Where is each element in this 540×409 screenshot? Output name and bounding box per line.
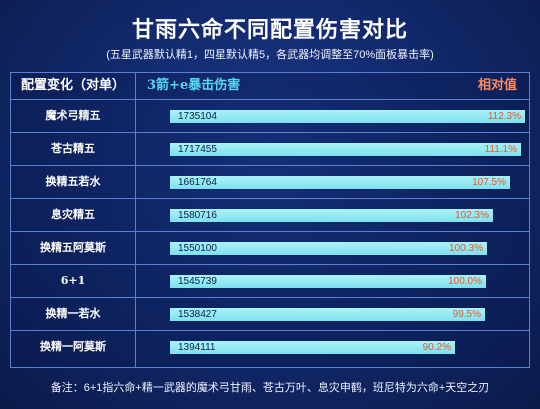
header-damage: 3箭+e暴击伤害 (147, 78, 241, 93)
damage-bar: 1550100 100.3% (170, 242, 487, 255)
table-row: 换精五阿莫斯 1550100 100.3% (11, 232, 529, 265)
chart-title: 甘雨六命不同配置伤害对比 (131, 17, 408, 42)
header-relative: 相对值 (477, 78, 517, 93)
row-label: 魔术弓精五 (45, 109, 101, 122)
header-config: 配置变化（对单） (20, 78, 125, 93)
damage-value: 1394111 (178, 342, 216, 353)
damage-bar: 1661764 107.5% (170, 176, 510, 189)
row-label: 苍古精五 (51, 142, 95, 155)
damage-value: 1580716 (178, 210, 217, 221)
relative-value: 107.5% (472, 177, 506, 188)
footnote: 备注：6+1指六命+精一武器的魔术弓甘雨、苍古万叶、息灾申鹤，班尼特为六命+天空… (50, 382, 490, 394)
damage-bar: 1717455 111.1% (170, 143, 521, 156)
table-row: 6+1 1545739 100.0% (11, 265, 529, 298)
relative-value: 100.0% (448, 276, 482, 287)
comparison-table: 配置变化（对单） 3箭+e暴击伤害 相对值 魔术弓精五 1735104 112.3%… (10, 72, 530, 368)
table-row: 换精五若水 1661764 107.5% (11, 166, 529, 199)
relative-value: 102.3% (455, 210, 489, 221)
row-label: 换精一若水 (45, 307, 101, 320)
damage-bar: 1735104 112.3% (170, 110, 525, 123)
damage-value: 1661764 (178, 177, 217, 188)
damage-value: 1550100 (178, 243, 217, 254)
row-label: 换精一阿莫斯 (40, 340, 106, 353)
table-row: 换精一若水 1538427 99.5% (11, 298, 529, 331)
damage-value: 1545739 (178, 276, 217, 287)
table-row: 苍古精五 1717455 111.1% (11, 133, 529, 166)
damage-value: 1735104 (178, 111, 217, 122)
damage-value: 1717455 (178, 144, 217, 155)
relative-value: 112.3% (487, 111, 521, 122)
column-divider (135, 73, 136, 367)
damage-bar: 1394111 90.2% (170, 341, 455, 354)
table-row: 换精一阿莫斯 1394111 90.2% (11, 331, 529, 364)
row-label: 息灾精五 (51, 208, 95, 221)
damage-bar: 1580716 102.3% (170, 209, 493, 222)
table-row: 魔术弓精五 1735104 112.3% (11, 100, 529, 133)
relative-value: 99.5% (452, 309, 481, 320)
row-label: 6+1 (60, 274, 86, 287)
header-row: 配置变化（对单） 3箭+e暴击伤害 相对值 (11, 73, 529, 100)
chart-subtitle: (五星武器默认精1，四星默认精5，各武器均调整至70%面板暴击率) (106, 49, 434, 61)
row-label: 换精五阿莫斯 (40, 241, 106, 254)
relative-value: 111.1% (484, 144, 517, 155)
damage-bar: 1538427 99.5% (170, 308, 485, 321)
row-label: 换精五若水 (45, 175, 101, 188)
damage-value: 1538427 (178, 309, 217, 320)
damage-bar: 1545739 100.0% (170, 275, 486, 288)
relative-value: 90.2% (422, 342, 451, 353)
relative-value: 100.3% (449, 243, 483, 254)
table-row: 息灾精五 1580716 102.3% (11, 199, 529, 232)
